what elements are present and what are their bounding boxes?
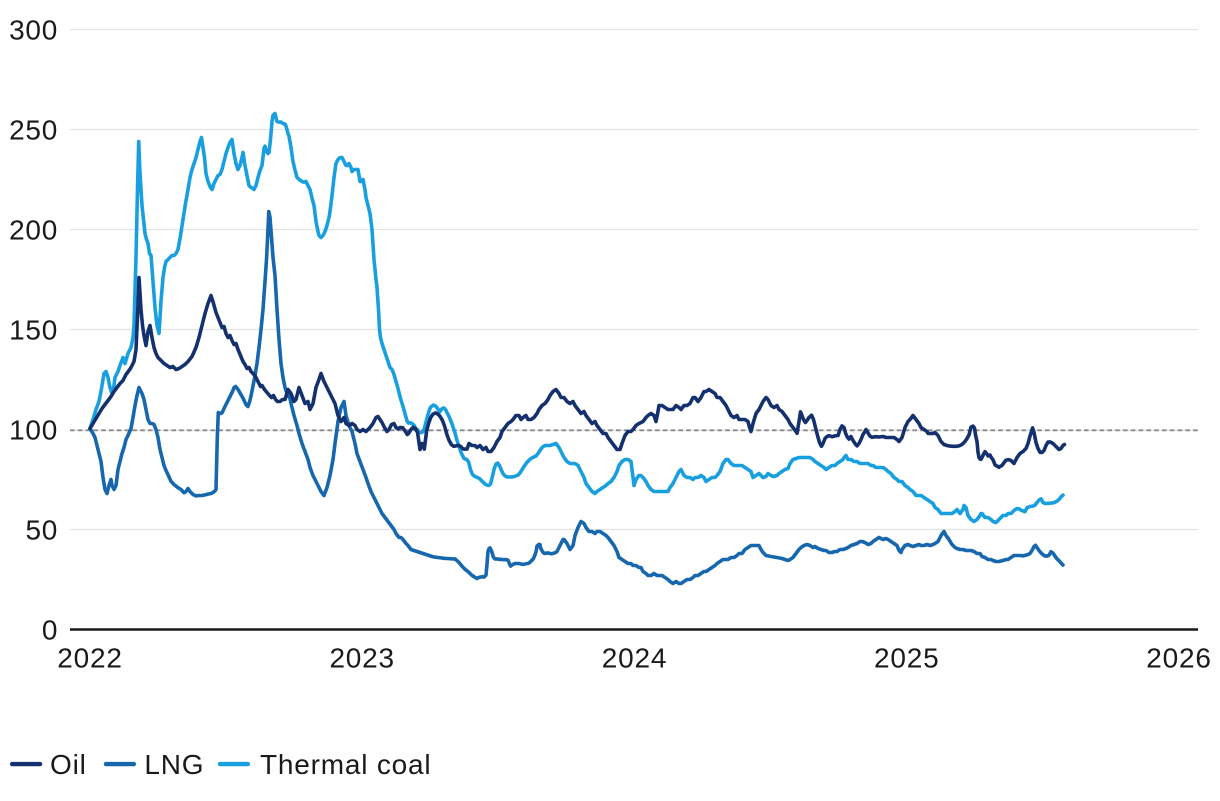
svg-text:250: 250 — [9, 114, 58, 145]
svg-text:0: 0 — [42, 614, 58, 645]
svg-text:2024: 2024 — [602, 643, 668, 674]
svg-text:LNG: LNG — [144, 749, 204, 780]
svg-text:2026: 2026 — [1146, 643, 1212, 674]
svg-text:150: 150 — [9, 314, 58, 345]
svg-text:50: 50 — [25, 514, 58, 545]
svg-text:100: 100 — [9, 414, 58, 445]
svg-text:200: 200 — [9, 214, 58, 245]
svg-text:2023: 2023 — [329, 643, 395, 674]
svg-text:2025: 2025 — [874, 643, 940, 674]
svg-text:Oil: Oil — [50, 749, 87, 780]
svg-text:2022: 2022 — [57, 643, 123, 674]
svg-text:Thermal coal: Thermal coal — [260, 749, 431, 780]
svg-text:300: 300 — [9, 14, 58, 45]
